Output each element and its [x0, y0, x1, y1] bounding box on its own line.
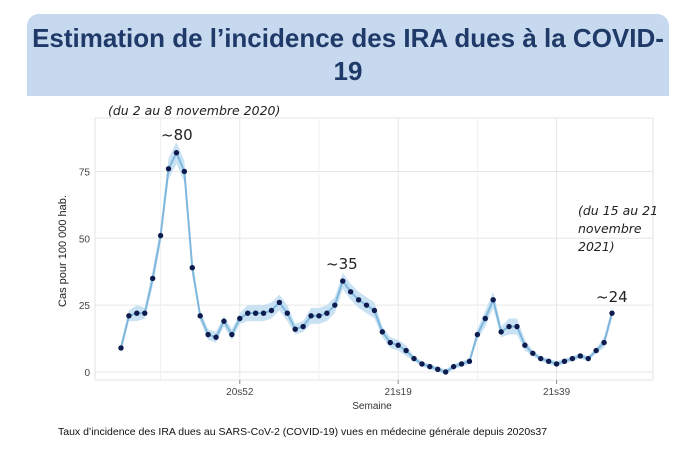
data-point [522, 342, 528, 348]
y-axis-ticks: 0 25 50 75 [79, 167, 91, 379]
title-banner [27, 14, 669, 96]
data-point [292, 326, 298, 332]
data-point [474, 331, 481, 338]
data-point [490, 297, 496, 303]
data-point [308, 313, 314, 319]
data-point [157, 232, 164, 239]
end-period-annotation-line1: (du 15 au 21 [578, 203, 658, 218]
data-point [260, 310, 267, 316]
x-axis-ticks: 20s52 21s19 21s39 [226, 380, 571, 398]
data-point [569, 355, 576, 362]
chart-caption: Taux d’incidence des IRA dues au SARS-Co… [58, 426, 548, 438]
data-point [363, 302, 370, 308]
data-point [435, 366, 441, 373]
peak1-annotation: ~80 [161, 126, 193, 144]
data-point [332, 302, 338, 308]
data-points [118, 150, 615, 375]
data-point [245, 310, 251, 316]
data-point [609, 310, 615, 316]
end-period-annotation-line2: novembre [578, 221, 642, 236]
data-point [450, 363, 457, 370]
data-point [181, 168, 188, 175]
y-tick-label: 25 [79, 301, 91, 312]
data-point [466, 358, 473, 364]
data-point [134, 310, 140, 316]
data-point [268, 307, 275, 314]
data-point [229, 331, 235, 338]
data-point [514, 323, 520, 330]
data-point [419, 361, 425, 367]
data-point [340, 278, 346, 284]
data-point [442, 369, 449, 375]
data-point [324, 310, 330, 316]
x-tick-label: 21s19 [385, 387, 413, 398]
x-tick-label: 21s39 [543, 387, 571, 398]
data-point [213, 334, 219, 340]
data-point [538, 355, 544, 362]
data-point [276, 299, 283, 306]
data-point [237, 315, 243, 322]
data-point [126, 313, 132, 319]
y-tick-label: 0 [84, 368, 90, 379]
data-point [165, 166, 172, 172]
last-annotation: ~24 [596, 288, 628, 306]
y-tick-label: 50 [79, 234, 91, 245]
data-point [561, 358, 568, 364]
data-point [498, 329, 504, 335]
data-point [411, 355, 417, 362]
data-point [284, 310, 291, 316]
data-point [601, 339, 607, 346]
data-point [300, 323, 306, 330]
data-point [142, 310, 148, 316]
data-point [118, 345, 124, 351]
plot-area [94, 117, 654, 381]
data-point [395, 342, 401, 348]
data-point [197, 313, 203, 319]
data-point [387, 339, 393, 346]
y-tick-label: 75 [79, 167, 91, 178]
data-point [355, 297, 362, 303]
data-point [316, 313, 322, 319]
data-point [149, 275, 156, 282]
data-point [482, 315, 488, 322]
data-point [371, 307, 378, 314]
data-point [252, 310, 259, 316]
data-point [553, 361, 560, 367]
data-point [221, 318, 227, 324]
data-point [577, 353, 584, 359]
data-point [189, 265, 195, 271]
x-tick-label: 20s52 [226, 387, 254, 398]
data-point [347, 289, 354, 295]
data-point [545, 358, 552, 364]
data-point [506, 323, 512, 330]
data-point [427, 363, 433, 370]
slide-title: Estimation de l’incidence des IRA dues à… [32, 23, 664, 86]
data-point [458, 361, 465, 367]
end-period-annotation-line3: 2021) [578, 239, 615, 254]
y-axis-label: Cas pour 100 000 hab. [57, 195, 69, 307]
data-point [403, 347, 409, 354]
data-point [379, 329, 386, 335]
data-point [593, 347, 599, 354]
data-point [205, 331, 211, 338]
start-period-annotation: (du 2 au 8 novembre 2020) [108, 103, 280, 118]
data-point [585, 355, 591, 362]
data-point [530, 350, 536, 356]
data-point [173, 150, 180, 156]
peak2-annotation: ~35 [326, 255, 358, 273]
x-axis-label: Semaine [352, 401, 392, 412]
